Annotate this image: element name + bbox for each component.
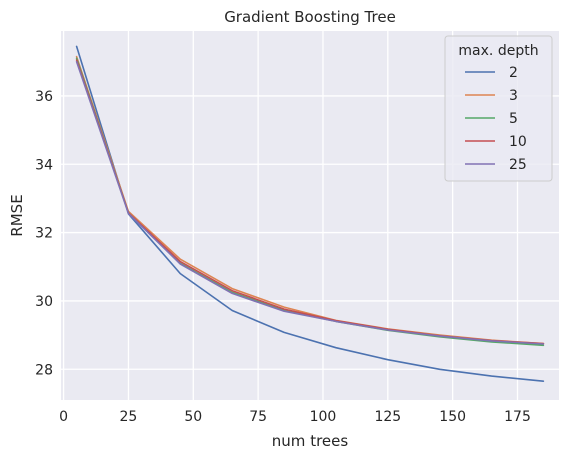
x-tick-label: 150 — [439, 409, 466, 425]
legend-title: max. depth — [458, 43, 538, 59]
y-tick-label: 34 — [35, 157, 53, 173]
legend-items: 2 3 5 10 25 — [465, 65, 527, 173]
legend-label-2: 2 — [509, 65, 518, 81]
y-tick-label: 28 — [35, 362, 53, 378]
y-axis-ticks: 28 30 32 34 36 — [35, 89, 53, 378]
legend-label-3: 3 — [509, 88, 518, 104]
y-tick-label: 36 — [35, 89, 53, 105]
y-tick-label: 30 — [35, 294, 53, 310]
x-tick-label: 0 — [59, 409, 68, 425]
x-tick-label: 175 — [504, 409, 531, 425]
y-axis-label: RMSE — [8, 194, 26, 236]
x-tick-label: 50 — [184, 409, 202, 425]
x-axis-label: num trees — [272, 432, 349, 450]
series-line-2 — [75, 45, 545, 383]
x-tick-label: 75 — [249, 409, 267, 425]
legend-label-25: 25 — [509, 157, 527, 173]
series-line-25 — [75, 60, 545, 345]
x-tick-label: 125 — [374, 409, 401, 425]
legend: max. depth 2 3 5 10 25 — [444, 35, 553, 182]
legend-label-10: 10 — [509, 134, 527, 150]
x-tick-label: 25 — [120, 409, 138, 425]
y-tick-label: 32 — [35, 226, 53, 242]
x-tick-label: 100 — [310, 409, 337, 425]
legend-label-5: 5 — [509, 111, 518, 127]
series-layer — [75, 45, 545, 383]
chart-title: Gradient Boosting Tree — [224, 8, 396, 26]
x-axis-ticks: 0 25 50 75 100 125 150 175 — [59, 409, 531, 425]
